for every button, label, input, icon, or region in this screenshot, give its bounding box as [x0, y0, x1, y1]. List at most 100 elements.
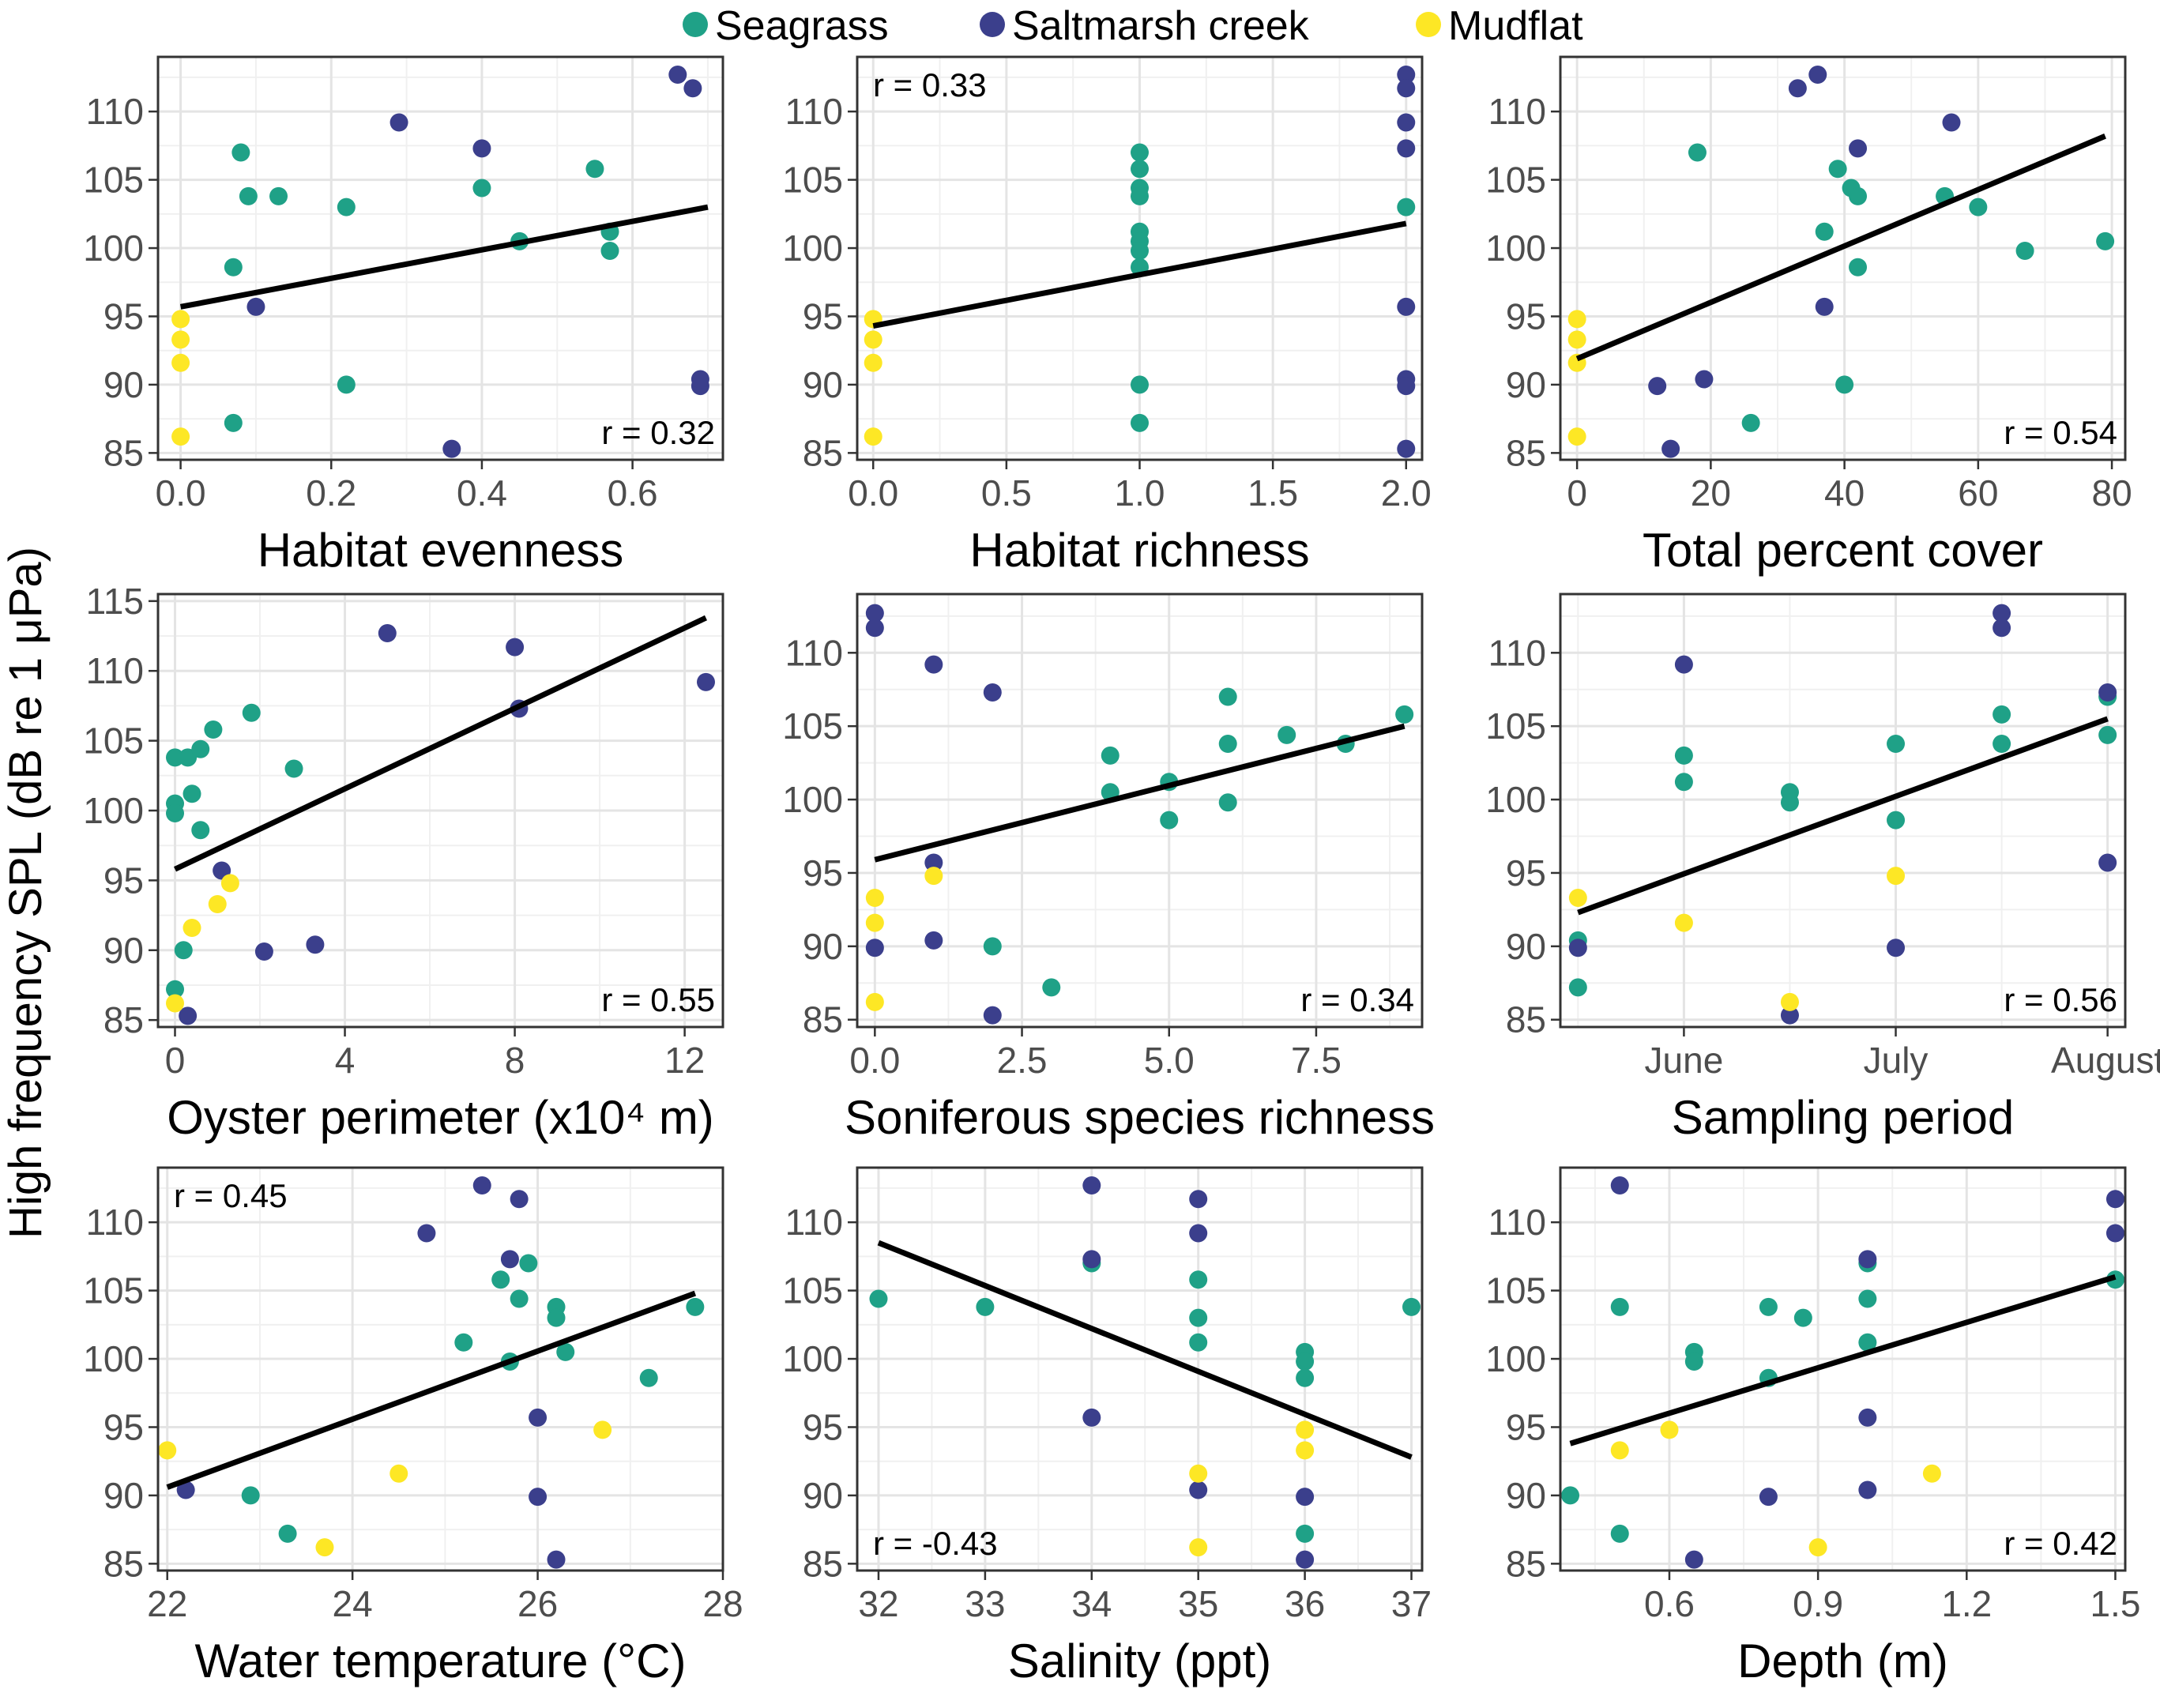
- data-point: [1815, 222, 1834, 241]
- data-point: [442, 439, 461, 458]
- trend-line: [1569, 1273, 2117, 1447]
- data-point: [1858, 1408, 1877, 1427]
- y-tick-label: 110: [785, 91, 843, 132]
- data-point: [1695, 370, 1714, 389]
- y-tick-label: 100: [1485, 228, 1546, 269]
- data-point: [246, 297, 265, 316]
- x-tick-label: 0.4: [457, 472, 507, 514]
- trend-line: [179, 204, 709, 310]
- data-point: [1568, 939, 1587, 957]
- points: [1567, 65, 2115, 458]
- data-point: [1922, 1464, 1941, 1483]
- data-point: [1993, 619, 2011, 638]
- data-point: [208, 894, 227, 913]
- data-point: [1131, 375, 1149, 394]
- legend-item-mudflat: Mudflat: [1416, 3, 1583, 49]
- data-point: [1296, 1441, 1315, 1460]
- data-point: [1189, 1464, 1208, 1483]
- y-tick-label: 90: [1506, 364, 1546, 405]
- x-tick-label: 37: [1391, 1583, 1432, 1624]
- x-tick-label: 0.0: [849, 1040, 900, 1081]
- trend-line: [166, 1290, 697, 1490]
- trend-line: [877, 1240, 1413, 1460]
- x-tick-label: 0.6: [1644, 1583, 1695, 1624]
- y-tick-label: 85: [103, 999, 144, 1040]
- x-tick-label: 0.6: [608, 472, 658, 514]
- series-saltmarsh-creek: [1648, 65, 1961, 458]
- legend-label-saltmarsh-creek: Saltmarsh creek: [1012, 3, 1310, 49]
- x-tick-label: 1.5: [1247, 472, 1298, 514]
- x-tick-label: 0.0: [156, 472, 206, 514]
- data-point: [1131, 241, 1149, 260]
- y-tick-label: 85: [1506, 432, 1546, 473]
- data-point: [1402, 1297, 1421, 1316]
- y-tick-label: 105: [83, 160, 144, 201]
- data-point: [1131, 160, 1149, 179]
- series-seagrass: [983, 687, 1414, 997]
- x-tick-label: 12: [664, 1040, 705, 1081]
- y-tick-label: 90: [103, 1475, 144, 1516]
- data-point: [1561, 1486, 1580, 1505]
- gridlines: [158, 594, 723, 1027]
- data-point: [1660, 1420, 1679, 1439]
- series-saltmarsh-creek: [179, 623, 715, 1025]
- y-tick-label: 100: [782, 1338, 843, 1379]
- data-point: [1610, 1297, 1629, 1316]
- data-point: [1189, 1333, 1208, 1352]
- data-point: [1042, 978, 1061, 997]
- data-point: [924, 853, 943, 872]
- data-point: [976, 1297, 995, 1316]
- y-tick-label: 95: [1506, 295, 1546, 337]
- data-point: [231, 143, 250, 162]
- data-point: [1082, 1250, 1101, 1269]
- data-point: [315, 1538, 334, 1557]
- data-point: [600, 241, 619, 260]
- axis-ticks: June July August 85 90 95 100 105 110: [1485, 632, 2160, 1081]
- data-point: [1160, 811, 1179, 830]
- data-point: [1858, 1333, 1877, 1352]
- y-tick-label: 95: [1506, 852, 1546, 894]
- y-tick-label: 85: [803, 1543, 843, 1584]
- data-point: [1131, 413, 1149, 432]
- x-tick-label: 0.5: [981, 472, 1032, 514]
- correlation-label: r = 0.55: [601, 981, 715, 1018]
- series-saltmarsh-creek: [1610, 1176, 2124, 1569]
- data-point: [278, 1524, 297, 1543]
- data-point: [865, 992, 884, 1011]
- y-tick-label: 85: [1506, 999, 1546, 1040]
- data-point: [472, 1176, 491, 1194]
- legend-label-seagrass: Seagrass: [715, 3, 889, 49]
- data-point: [1849, 186, 1868, 205]
- axis-ticks: 22 24 26 28 85 90 95 100 105 110: [83, 1202, 743, 1624]
- y-tick-label: 110: [1488, 632, 1546, 673]
- y-tick-label: 95: [103, 295, 144, 337]
- data-point: [1397, 439, 1416, 458]
- panel-border: [156, 593, 724, 1029]
- panel-border: [1559, 593, 2127, 1029]
- y-tick-label: 105: [782, 160, 843, 201]
- data-point: [491, 1270, 510, 1289]
- data-point: [241, 1486, 260, 1505]
- series-seagrass: [869, 1254, 1421, 1543]
- series-saltmarsh-creek: [246, 65, 709, 458]
- y-tick-label: 100: [83, 228, 144, 269]
- data-point: [239, 186, 258, 205]
- data-point: [1610, 1441, 1629, 1460]
- data-point: [472, 139, 491, 158]
- data-point: [183, 784, 201, 803]
- y-tick-label: 95: [1506, 1406, 1546, 1447]
- y-tick-label: 90: [803, 1475, 843, 1516]
- data-point: [1568, 978, 1587, 997]
- data-point: [510, 1289, 529, 1308]
- plot-area: [857, 1168, 1422, 1571]
- x-tick-label: 0: [1567, 472, 1587, 514]
- x-axis-label: Total percent cover: [1643, 524, 2043, 577]
- y-tick-label: 105: [782, 705, 843, 747]
- data-point: [183, 918, 201, 937]
- data-point: [1858, 1480, 1877, 1499]
- data-point: [191, 821, 210, 840]
- data-point: [2098, 853, 2117, 872]
- y-tick-label: 90: [103, 930, 144, 971]
- data-point: [284, 759, 303, 778]
